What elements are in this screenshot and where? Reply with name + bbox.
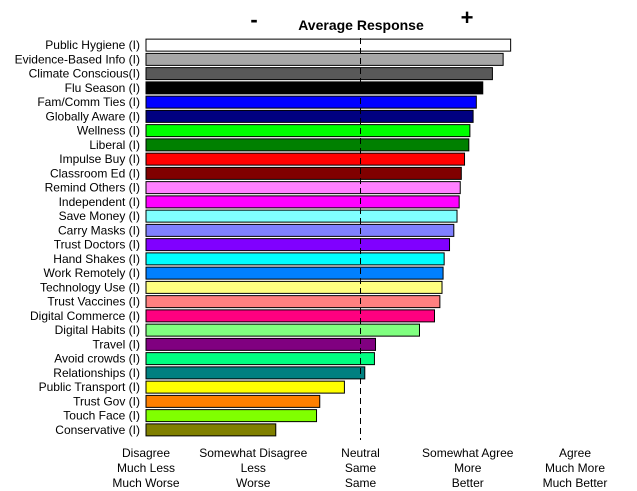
category-label: Classroom Ed (I) xyxy=(50,166,140,180)
x-tick-label: Much Better xyxy=(543,476,608,490)
x-tick-label: Disagree xyxy=(122,446,170,460)
bar xyxy=(145,337,377,351)
bar xyxy=(145,67,493,81)
category-label: Impulse Buy (I) xyxy=(59,152,140,166)
category-label: Digital Commerce (I) xyxy=(30,309,140,323)
category-label: Public Hygiene (I) xyxy=(45,38,140,52)
chart-title: Average Response xyxy=(298,17,424,33)
x-tick-label: Same xyxy=(345,476,377,490)
category-label: Hand Shakes (I) xyxy=(53,252,140,266)
bar xyxy=(145,52,504,66)
category-label: Work Remotely (I) xyxy=(44,266,140,280)
category-label: Conservative (I) xyxy=(55,423,140,437)
bar xyxy=(145,280,443,294)
x-tick-label: Worse xyxy=(236,476,271,490)
category-labels: Public Hygiene (I)Evidence-Based Info (I… xyxy=(15,38,140,437)
bar xyxy=(145,295,441,309)
x-tick-label: Much More xyxy=(545,461,605,475)
bar xyxy=(145,81,484,95)
bar xyxy=(145,380,345,394)
x-tick-label: Much Less xyxy=(117,461,175,475)
category-label: Touch Face (I) xyxy=(63,409,140,423)
bar xyxy=(145,181,461,195)
category-label: Technology Use (I) xyxy=(40,280,140,294)
x-tick-label: Same xyxy=(345,461,377,475)
bars-group xyxy=(145,38,512,437)
bar xyxy=(145,266,444,280)
x-tick-label: Better xyxy=(452,476,484,490)
bar xyxy=(145,394,321,408)
bar xyxy=(145,109,474,123)
category-label: Trust Vaccines (I) xyxy=(47,295,140,309)
category-label: Climate Conscious(I) xyxy=(29,67,140,81)
x-tick-label: Somewhat Disagree xyxy=(199,446,307,460)
category-label: Flu Season (I) xyxy=(65,81,140,95)
bar xyxy=(145,409,318,423)
category-label: Globally Aware (I) xyxy=(46,109,140,123)
category-label: Digital Habits (I) xyxy=(55,323,140,337)
bar xyxy=(145,209,458,223)
category-label: Travel (I) xyxy=(92,337,140,351)
x-tick-label: Much Worse xyxy=(112,476,179,490)
minus-sign: - xyxy=(250,7,257,32)
category-label: Fam/Comm Ties (I) xyxy=(37,95,140,109)
category-label: Public Transport (I) xyxy=(39,380,140,394)
x-tick-label: More xyxy=(454,461,482,475)
x-tick-label: Agree xyxy=(559,446,591,460)
category-label: Liberal (I) xyxy=(89,138,140,152)
bar xyxy=(145,252,445,266)
bar xyxy=(145,166,462,180)
category-label: Independent (I) xyxy=(59,195,140,209)
x-tick-label: Neutral xyxy=(341,446,380,460)
bar xyxy=(145,323,420,337)
category-label: Remind Others (I) xyxy=(45,181,140,195)
x-tick-label: Somewhat Agree xyxy=(422,446,514,460)
bar xyxy=(145,95,477,109)
bar xyxy=(145,38,512,52)
x-tick-label: Less xyxy=(241,461,266,475)
bar xyxy=(145,366,366,380)
bar xyxy=(145,238,451,252)
category-label: Relationships (I) xyxy=(53,366,140,380)
bar xyxy=(145,309,435,323)
category-label: Trust Doctors (I) xyxy=(54,238,140,252)
bar xyxy=(145,138,470,152)
bar xyxy=(145,352,375,366)
plus-sign: + xyxy=(461,5,474,30)
bar xyxy=(145,195,460,209)
category-label: Avoid crowds (I) xyxy=(54,352,140,366)
bar xyxy=(145,423,277,437)
bar xyxy=(145,152,466,166)
category-label: Carry Masks (I) xyxy=(58,223,140,237)
category-label: Evidence-Based Info (I) xyxy=(15,52,140,66)
category-label: Wellness (I) xyxy=(77,124,140,138)
bar xyxy=(145,124,471,138)
category-label: Trust Gov (I) xyxy=(73,394,140,408)
category-label: Save Money (I) xyxy=(59,209,140,223)
bar xyxy=(145,223,455,237)
